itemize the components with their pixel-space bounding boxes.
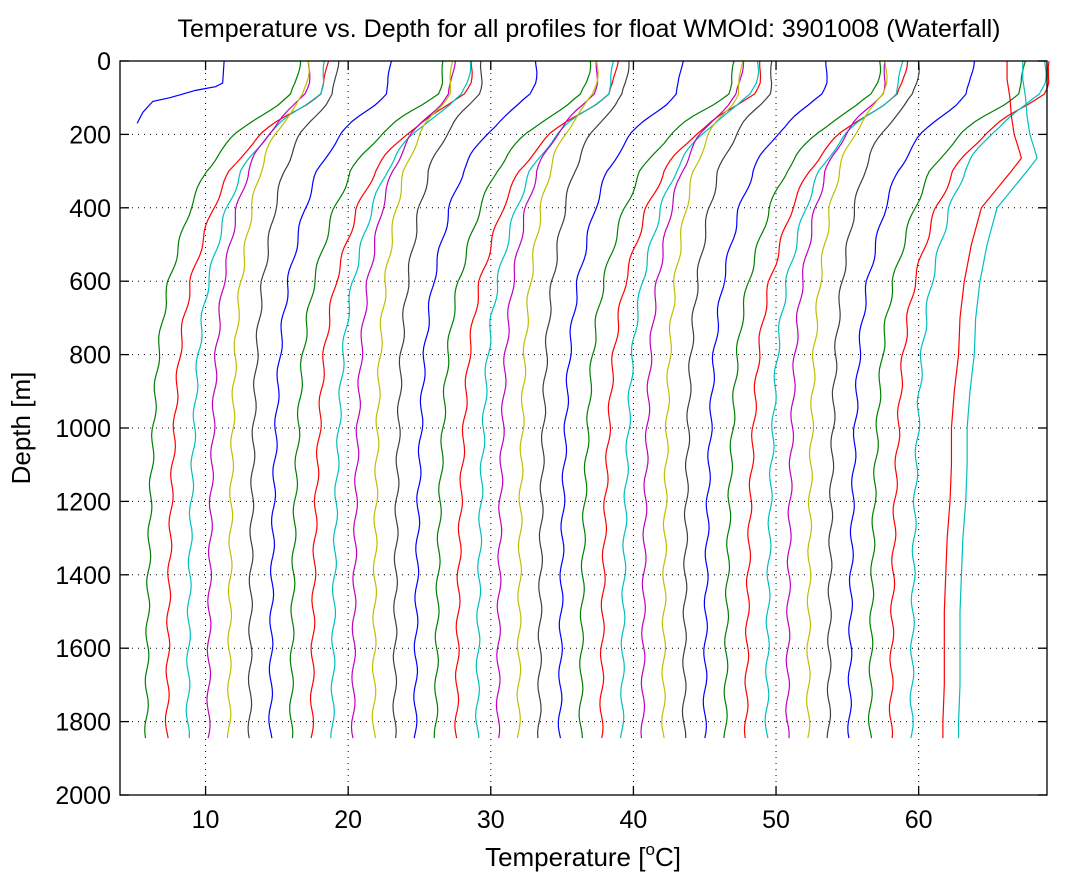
profile-line xyxy=(206,60,311,739)
x-tick-label: 40 xyxy=(620,806,648,834)
profile-line xyxy=(785,60,886,739)
x-axis-label-main: Temperature [ xyxy=(485,842,646,872)
x-axis-label: Temperature [oC] xyxy=(485,840,681,872)
profile-line xyxy=(826,60,920,739)
profile-line xyxy=(640,60,745,739)
profile-line xyxy=(289,60,444,739)
y-axis-label: Depth [m] xyxy=(6,372,36,485)
profile-line xyxy=(226,60,310,739)
profile-line xyxy=(474,60,615,739)
x-tick-label: 50 xyxy=(762,806,790,834)
y-tick-label: 1600 xyxy=(55,635,111,663)
profile-line xyxy=(942,61,1022,739)
profile-line xyxy=(350,60,457,739)
x-tick-label: 10 xyxy=(192,806,220,834)
profile-line xyxy=(909,60,1047,739)
profile-line xyxy=(847,60,976,739)
profile-line xyxy=(599,61,762,739)
profile-line xyxy=(557,60,684,739)
x-tick-label: 20 xyxy=(334,806,362,834)
x-tick-label: 60 xyxy=(905,806,933,834)
profile-line xyxy=(433,60,592,739)
plot-area: 10 20 30 40 50 600200400600800100012001400160… xyxy=(55,48,1050,834)
profile-line xyxy=(805,60,888,739)
x-tick-label: 30 xyxy=(477,806,505,834)
profile-line xyxy=(371,60,454,739)
profile-line xyxy=(309,60,473,739)
profile-line xyxy=(723,60,882,739)
profile-line xyxy=(619,60,760,739)
profile-line xyxy=(764,60,904,739)
x-axis-label-suffix: C] xyxy=(655,842,681,872)
y-tick-label: 1000 xyxy=(55,415,111,443)
profile-line xyxy=(536,60,630,739)
profile-line xyxy=(144,60,302,739)
y-tick-label: 1200 xyxy=(55,488,111,516)
y-tick-label: 200 xyxy=(69,121,111,149)
y-tick-label: 800 xyxy=(69,342,111,370)
profile-line xyxy=(516,60,599,739)
profile-line xyxy=(136,60,225,124)
profile-line xyxy=(578,60,735,739)
profile-line xyxy=(454,60,619,739)
profile-line xyxy=(413,60,538,739)
y-tick-label: 1800 xyxy=(55,709,111,737)
profile-line xyxy=(392,60,483,739)
x-axis-label-superscript: o xyxy=(645,840,654,859)
profile-line xyxy=(247,60,340,739)
chart-title: Temperature vs. Depth for all profiles f… xyxy=(177,15,1000,43)
profile-line xyxy=(495,61,599,739)
y-tick-label: 2000 xyxy=(55,782,111,810)
profile-line xyxy=(268,60,393,739)
profile-line xyxy=(164,60,330,739)
profile-line xyxy=(867,60,1026,739)
y-tick-label: 400 xyxy=(69,195,111,223)
profile-line xyxy=(330,60,472,739)
profile-line xyxy=(185,60,325,739)
y-tick-label: 600 xyxy=(69,268,111,296)
profile-line xyxy=(702,60,828,739)
profile-line xyxy=(888,60,1050,739)
profile-line xyxy=(681,60,773,739)
profile-line xyxy=(957,61,1038,739)
profile-line xyxy=(661,60,744,739)
y-tick-label: 1400 xyxy=(55,562,111,590)
y-tick-label: 0 xyxy=(97,48,111,76)
profile-line xyxy=(743,60,909,739)
